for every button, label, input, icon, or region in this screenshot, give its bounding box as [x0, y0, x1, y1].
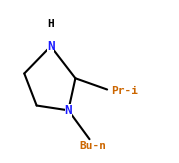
Text: Bu-n: Bu-n — [79, 141, 107, 151]
Text: Pr-i: Pr-i — [111, 86, 138, 96]
Text: H: H — [47, 19, 54, 29]
Text: N: N — [47, 40, 54, 53]
Text: N: N — [65, 104, 72, 117]
